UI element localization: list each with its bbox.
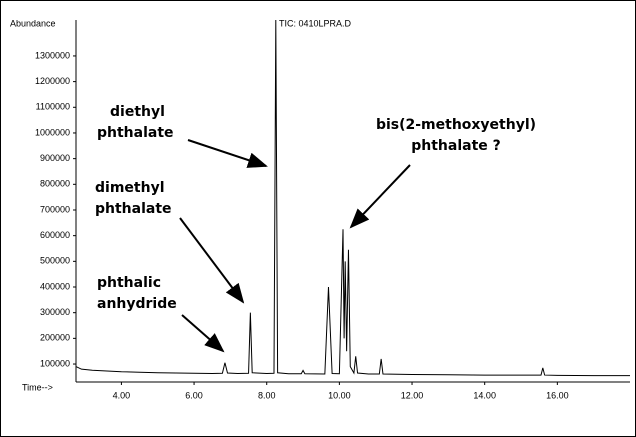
x-tick-label: 8.00 [258, 390, 276, 400]
annotation: anhydride [97, 296, 177, 312]
arrow [349, 164, 411, 229]
y-tick-label: 500000 [40, 256, 70, 266]
arrow [179, 217, 245, 304]
y-tick-label: 800000 [40, 179, 70, 189]
y-tick-label: 1200000 [35, 76, 70, 86]
arrows [179, 139, 411, 353]
arrow [187, 139, 268, 168]
x-tick-label: 14.00 [473, 390, 496, 400]
x-tick-label: 10.00 [328, 390, 351, 400]
annotation: phthalate [95, 201, 172, 217]
annotation: phthalate ? [411, 138, 501, 154]
chart-title: TIC: 0410LPRA.D [279, 18, 352, 28]
chromatogram-trace [75, 19, 630, 377]
x-tick-label: 6.00 [185, 390, 203, 400]
annotation: phthalic [97, 275, 161, 291]
y-tick-label: 400000 [40, 281, 70, 291]
y-tick-label: 1300000 [35, 50, 70, 60]
annotation: diethyl [110, 104, 165, 120]
y-tick-label: 200000 [40, 333, 70, 343]
x-axis-label: Time--> [22, 382, 53, 392]
y-axis-label: Abundance [10, 18, 56, 28]
y-tick-label: 1000000 [35, 127, 70, 137]
y-tick-label: 700000 [40, 204, 70, 214]
y-tick-label: 300000 [40, 307, 70, 317]
y-tick-label: 1100000 [36, 102, 70, 112]
annotation: bis(2-methoxyethyl) [376, 117, 536, 133]
arrow [181, 314, 225, 353]
x-tick-label: 12.00 [401, 390, 424, 400]
x-tick-label: 16.00 [546, 390, 569, 400]
y-tick-label: 100000 [40, 358, 70, 368]
x-tick-label: 4.00 [113, 390, 131, 400]
annotation: dimethyl [95, 180, 165, 196]
y-tick-label: 600000 [40, 230, 70, 240]
y-tick-label: 900000 [40, 153, 70, 163]
annotation: phthalate [97, 125, 174, 141]
